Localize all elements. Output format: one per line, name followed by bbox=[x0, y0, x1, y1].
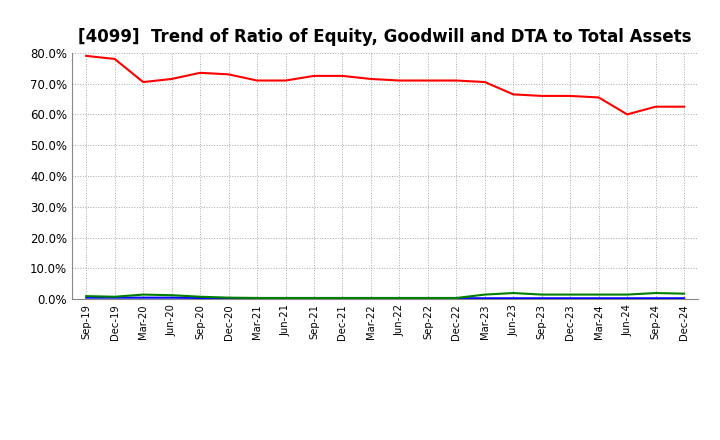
Goodwill bbox=[282, 296, 290, 301]
Equity bbox=[196, 70, 204, 75]
Goodwill bbox=[480, 296, 489, 301]
Goodwill bbox=[225, 296, 233, 301]
Goodwill bbox=[423, 296, 432, 301]
Line: Deferred Tax Assets: Deferred Tax Assets bbox=[86, 293, 684, 298]
Goodwill bbox=[196, 295, 204, 301]
Deferred Tax Assets bbox=[139, 292, 148, 297]
Equity bbox=[167, 77, 176, 82]
Goodwill bbox=[82, 295, 91, 301]
Deferred Tax Assets bbox=[167, 293, 176, 298]
Deferred Tax Assets bbox=[566, 292, 575, 297]
Deferred Tax Assets bbox=[652, 290, 660, 296]
Goodwill bbox=[623, 296, 631, 301]
Deferred Tax Assets bbox=[196, 294, 204, 299]
Deferred Tax Assets bbox=[395, 295, 404, 301]
Equity bbox=[480, 79, 489, 84]
Deferred Tax Assets bbox=[452, 295, 461, 301]
Equity bbox=[537, 93, 546, 99]
Equity bbox=[566, 93, 575, 99]
Goodwill bbox=[366, 296, 375, 301]
Equity bbox=[423, 78, 432, 83]
Equity bbox=[452, 78, 461, 83]
Deferred Tax Assets bbox=[537, 292, 546, 297]
Goodwill bbox=[310, 296, 318, 301]
Goodwill bbox=[338, 296, 347, 301]
Deferred Tax Assets bbox=[82, 293, 91, 299]
Goodwill bbox=[167, 295, 176, 301]
Equity bbox=[509, 92, 518, 97]
Equity bbox=[110, 56, 119, 62]
Deferred Tax Assets bbox=[480, 292, 489, 297]
Deferred Tax Assets bbox=[338, 295, 347, 301]
Equity bbox=[652, 104, 660, 109]
Equity bbox=[225, 72, 233, 77]
Equity bbox=[623, 112, 631, 117]
Equity bbox=[595, 95, 603, 100]
Equity bbox=[82, 53, 91, 59]
Equity bbox=[395, 78, 404, 83]
Goodwill bbox=[680, 296, 688, 301]
Equity bbox=[253, 78, 261, 83]
Title: [4099]  Trend of Ratio of Equity, Goodwill and DTA to Total Assets: [4099] Trend of Ratio of Equity, Goodwil… bbox=[78, 28, 692, 46]
Deferred Tax Assets bbox=[423, 295, 432, 301]
Equity bbox=[310, 73, 318, 78]
Equity bbox=[139, 79, 148, 84]
Equity bbox=[282, 78, 290, 83]
Deferred Tax Assets bbox=[110, 294, 119, 299]
Goodwill bbox=[566, 296, 575, 301]
Equity bbox=[680, 104, 688, 109]
Deferred Tax Assets bbox=[366, 295, 375, 301]
Goodwill bbox=[253, 296, 261, 301]
Equity bbox=[338, 73, 347, 78]
Goodwill bbox=[452, 296, 461, 301]
Goodwill bbox=[110, 295, 119, 301]
Deferred Tax Assets bbox=[310, 295, 318, 301]
Goodwill bbox=[395, 296, 404, 301]
Goodwill bbox=[595, 296, 603, 301]
Deferred Tax Assets bbox=[680, 291, 688, 296]
Deferred Tax Assets bbox=[225, 295, 233, 301]
Line: Equity: Equity bbox=[86, 56, 684, 114]
Goodwill bbox=[509, 296, 518, 301]
Deferred Tax Assets bbox=[253, 295, 261, 301]
Deferred Tax Assets bbox=[282, 295, 290, 301]
Equity bbox=[366, 77, 375, 82]
Goodwill bbox=[139, 295, 148, 301]
Deferred Tax Assets bbox=[595, 292, 603, 297]
Deferred Tax Assets bbox=[509, 290, 518, 296]
Deferred Tax Assets bbox=[623, 292, 631, 297]
Goodwill bbox=[652, 296, 660, 301]
Goodwill bbox=[537, 296, 546, 301]
